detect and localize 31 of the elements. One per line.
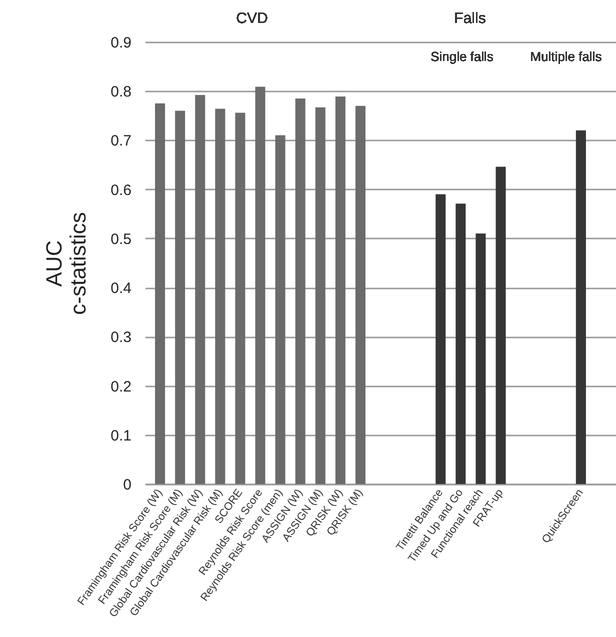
bar — [355, 106, 366, 484]
bar — [436, 194, 446, 484]
bar — [335, 96, 346, 484]
bar — [175, 110, 186, 484]
y-tick-label: 0 — [123, 476, 132, 494]
bar — [295, 98, 306, 484]
y-tick-label: 0.5 — [110, 230, 132, 248]
y-tick-label: 0.3 — [110, 329, 132, 346]
y-axis-title: AUC c-statistics — [42, 212, 91, 315]
bar — [476, 234, 486, 484]
text: Falls — [454, 10, 486, 27]
bar — [255, 86, 266, 484]
y-tick-label: 0.9 — [110, 34, 132, 52]
bar — [456, 204, 466, 484]
y-tick-label: 0.4 — [110, 280, 132, 298]
y-tick-label: 0.2 — [110, 378, 132, 396]
annotation: Multiple falls — [530, 49, 602, 64]
bar — [496, 166, 506, 484]
y-tick-label: 0.7 — [110, 132, 132, 150]
y-tick-label: 0.8 — [110, 84, 132, 101]
bar — [195, 95, 206, 484]
text: CVD — [236, 10, 268, 27]
bar — [215, 108, 226, 484]
annotation: Single falls — [430, 49, 494, 64]
y-tick-label: 0.6 — [110, 182, 132, 199]
bar — [155, 103, 166, 484]
bar — [235, 112, 246, 484]
bar — [576, 130, 586, 484]
bar — [315, 107, 326, 484]
bar — [275, 135, 286, 484]
y-tick-label: 0.1 — [110, 427, 132, 444]
